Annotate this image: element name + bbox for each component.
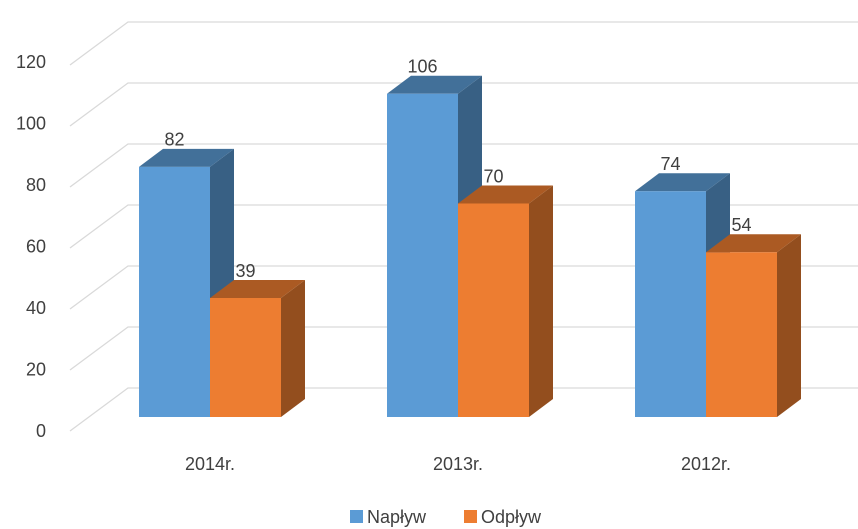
bar-side <box>777 234 801 417</box>
legend-label: Odpływ <box>481 507 542 527</box>
bar <box>458 185 553 417</box>
data-label: 54 <box>731 215 751 235</box>
data-label: 106 <box>407 56 437 76</box>
bar-front <box>387 93 458 417</box>
y-tick-label: 120 <box>16 52 46 72</box>
x-tick-label: 2012r. <box>681 454 731 474</box>
y-tick-label: 0 <box>36 421 46 441</box>
bar <box>706 234 801 417</box>
grid-line <box>69 387 858 432</box>
grid-line <box>69 143 858 188</box>
y-tick-label: 100 <box>16 113 46 133</box>
y-tick-label: 80 <box>26 175 46 195</box>
bar-side <box>529 185 553 417</box>
bar-front <box>635 191 706 417</box>
bar <box>210 280 305 417</box>
data-label: 82 <box>164 130 184 150</box>
bar-front <box>458 203 529 417</box>
data-label: 74 <box>660 154 680 174</box>
grid-line <box>69 326 858 371</box>
data-label: 39 <box>235 261 255 281</box>
x-tick-label: 2013r. <box>433 454 483 474</box>
bar <box>139 148 234 417</box>
bar-top <box>139 148 234 167</box>
y-tick-label: 40 <box>26 298 46 318</box>
y-tick-label: 20 <box>26 359 46 379</box>
bar-front <box>139 166 210 417</box>
legend-swatch <box>464 510 477 523</box>
bar-top <box>458 185 553 204</box>
legend-swatch <box>350 510 363 523</box>
bar-top <box>706 234 801 253</box>
bar-front <box>706 252 777 417</box>
grid-line <box>69 21 858 66</box>
grid-line <box>69 82 858 127</box>
grid-line <box>69 265 858 310</box>
data-label: 70 <box>483 166 503 186</box>
y-tick-label: 60 <box>26 236 46 256</box>
bar-side <box>281 280 305 417</box>
grid-line <box>69 204 858 249</box>
bar-front <box>210 298 281 417</box>
bar-top <box>210 280 305 299</box>
x-tick-label: 2014r. <box>185 454 235 474</box>
legend-label: Napływ <box>367 507 427 527</box>
bar-top <box>635 173 730 192</box>
bar-top <box>387 75 482 94</box>
